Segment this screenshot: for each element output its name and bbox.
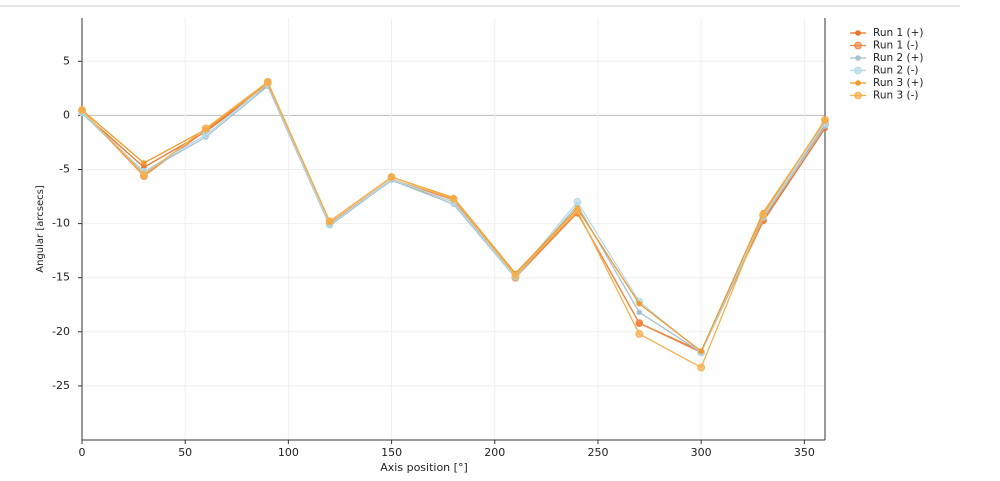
legend-label: Run 3 (+) (873, 77, 923, 89)
point (387, 173, 396, 181)
point (635, 319, 644, 328)
point (636, 300, 643, 307)
point (698, 348, 704, 355)
legend-label: Run 2 (+) (873, 52, 923, 64)
point (201, 130, 210, 139)
legend-label: Run 1 (+) (873, 27, 923, 39)
y-tick-label: -5 (59, 162, 70, 175)
point (636, 309, 643, 316)
legend-label: Run 1 (-) (873, 40, 918, 52)
point (759, 211, 767, 219)
legend-label: Run 2 (-) (873, 65, 918, 77)
x-tick-label: 50 (178, 446, 192, 459)
y-tick-label: -20 (52, 325, 70, 338)
y-tick-label: 5 (63, 54, 70, 67)
series-line (81, 81, 826, 353)
x-tick-label: 250 (587, 446, 608, 459)
point (635, 330, 644, 338)
series-line (81, 82, 826, 354)
point (201, 124, 210, 133)
x-axis-label: Axis position [°] (380, 461, 467, 474)
x-tick-label: 350 (794, 446, 815, 459)
x-tick-label: 100 (278, 446, 299, 459)
x-tick-label: 300 (691, 446, 712, 459)
point (263, 77, 272, 86)
point (511, 271, 520, 280)
x-tick-label: 0 (79, 446, 86, 459)
point (449, 194, 458, 203)
legend-marker (854, 41, 862, 50)
y-tick-label: 0 (63, 108, 70, 121)
legend-marker (855, 80, 861, 86)
series-line (81, 85, 826, 354)
legend-marker (855, 55, 861, 61)
legend-marker (854, 91, 862, 100)
series-line (81, 81, 826, 354)
y-tick-label: -10 (52, 217, 70, 230)
point (573, 206, 582, 215)
point (697, 363, 706, 372)
legend-marker (854, 66, 862, 75)
legend-marker (855, 30, 861, 36)
point (141, 160, 147, 166)
point (325, 217, 334, 226)
point (78, 106, 86, 114)
legend-label: Run 3 (-) (873, 90, 918, 102)
y-tick-label: -25 (52, 379, 70, 392)
y-tick-label: -15 (52, 271, 70, 284)
point (821, 115, 829, 124)
point (573, 198, 582, 206)
y-axis-label: Angular [arcsecs] (35, 185, 46, 273)
series-line (81, 84, 826, 353)
x-tick-label: 150 (381, 446, 402, 459)
point (140, 170, 148, 179)
x-tick-label: 200 (484, 446, 505, 459)
